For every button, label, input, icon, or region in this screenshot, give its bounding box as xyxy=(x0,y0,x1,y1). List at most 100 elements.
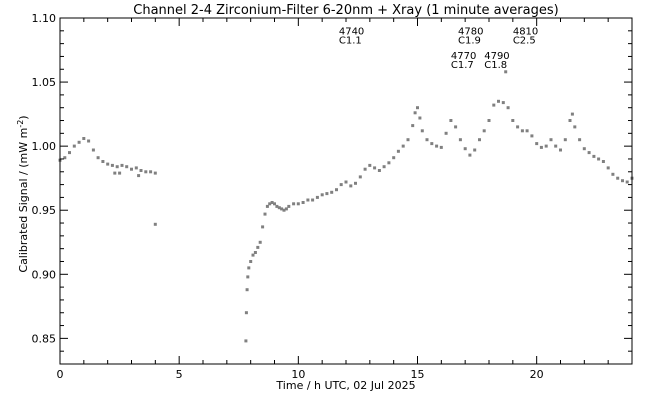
data-point xyxy=(118,171,122,175)
data-point xyxy=(256,245,260,249)
data-point xyxy=(325,192,329,196)
annotation-class: C2.5 xyxy=(513,36,536,47)
data-point xyxy=(282,208,286,212)
y-tick-label: 0.85 xyxy=(32,332,57,345)
data-point xyxy=(463,147,467,151)
data-point xyxy=(91,148,95,152)
data-point xyxy=(559,148,562,152)
data-point xyxy=(425,138,429,142)
data-point xyxy=(539,145,543,149)
data-point xyxy=(87,139,91,143)
y-axis-label-superscript: -2 xyxy=(16,120,25,128)
data-point xyxy=(296,202,300,206)
data-point xyxy=(573,125,577,129)
data-point xyxy=(273,202,276,206)
data-point xyxy=(263,212,267,216)
data-point xyxy=(530,134,534,138)
data-point xyxy=(96,156,100,160)
data-point xyxy=(413,111,417,115)
data-point xyxy=(506,106,510,110)
data-point xyxy=(280,207,284,211)
annotation-id: 4780 xyxy=(458,27,483,38)
data-point xyxy=(492,103,496,107)
data-point xyxy=(335,188,338,192)
data-point xyxy=(72,144,76,148)
data-point xyxy=(592,154,596,158)
data-point xyxy=(153,171,157,175)
data-point xyxy=(458,138,462,142)
data-point xyxy=(287,204,291,208)
y-axis-label-end: ) xyxy=(17,115,30,119)
data-point xyxy=(411,124,415,128)
data-point xyxy=(418,116,422,120)
data-point xyxy=(251,253,255,257)
data-point xyxy=(320,193,324,197)
data-point xyxy=(149,170,153,174)
data-point xyxy=(125,165,129,169)
data-point xyxy=(245,288,249,292)
data-point xyxy=(110,163,114,167)
data-point xyxy=(554,144,558,148)
x-tick-label: 20 xyxy=(530,368,544,381)
data-point xyxy=(265,204,269,208)
x-tick-label: 5 xyxy=(176,368,183,381)
data-point xyxy=(563,138,567,142)
axes: 0 5 10 15 20 0.85 0.90 0.95 1.00 1.05 1.10 xyxy=(32,12,633,381)
data-point xyxy=(454,125,458,129)
data-point xyxy=(368,163,372,167)
data-point xyxy=(430,142,434,146)
data-point xyxy=(487,119,491,122)
data-point xyxy=(382,165,386,169)
chart-title: Channel 2-4 Zirconium-Filter 6-20nm + Xr… xyxy=(133,3,558,18)
data-point xyxy=(625,180,629,184)
data-point xyxy=(396,149,400,153)
data-point xyxy=(504,70,508,74)
y-axis-label-main: Calibrated Signal / (mW m xyxy=(17,128,30,273)
data-point xyxy=(606,166,610,170)
data-point xyxy=(113,171,117,175)
data-point xyxy=(582,147,586,151)
data-point xyxy=(616,176,620,180)
data-point xyxy=(349,184,353,188)
data-point xyxy=(344,180,348,184)
y-tick-label: 0.90 xyxy=(32,268,57,281)
data-point xyxy=(275,204,279,208)
data-point xyxy=(153,222,157,226)
data-point xyxy=(68,151,71,155)
data-point xyxy=(82,137,86,140)
y-tick-label: 1.00 xyxy=(32,140,57,153)
x-tick-label: 10 xyxy=(291,368,305,381)
data-point xyxy=(363,167,367,171)
data-point xyxy=(377,169,381,172)
annotation-class: C1.8 xyxy=(484,60,507,71)
annotation-class: C1.7 xyxy=(451,60,474,71)
y-axis-label: Calibrated Signal / (mW m-2) xyxy=(16,115,30,272)
data-point xyxy=(358,175,362,179)
data-point xyxy=(525,129,529,133)
x-axis-label: Time / h UTC, 02 Jul 2025 xyxy=(275,379,415,392)
annotation-id: 4790 xyxy=(484,51,509,62)
data-point xyxy=(247,266,251,270)
annotation-class: C1.9 xyxy=(458,36,481,47)
y-tick-label: 0.95 xyxy=(32,204,57,217)
data-point xyxy=(373,166,377,170)
data-point xyxy=(244,339,248,343)
data-point xyxy=(444,131,448,135)
data-point xyxy=(249,260,253,263)
data-point xyxy=(63,156,67,160)
data-point xyxy=(516,125,520,129)
data-point xyxy=(315,195,319,199)
data-point xyxy=(311,198,315,202)
data-point xyxy=(339,183,343,187)
data-point xyxy=(520,129,524,133)
data-point xyxy=(354,181,357,185)
data-point xyxy=(244,311,248,315)
data-point xyxy=(468,153,472,157)
data-point xyxy=(268,202,272,206)
data-point xyxy=(144,170,148,174)
data-point xyxy=(258,240,262,244)
y-tick-label: 1.10 xyxy=(32,12,57,25)
plot-frame xyxy=(59,17,633,365)
